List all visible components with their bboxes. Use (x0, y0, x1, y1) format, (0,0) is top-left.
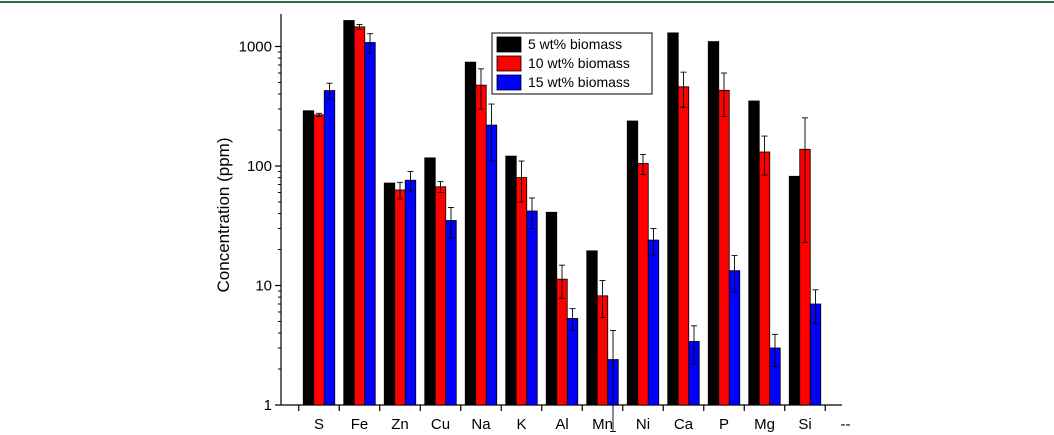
bar (475, 84, 487, 406)
x-tick-label: Al (555, 416, 568, 433)
y-tick-label: 1000 (239, 39, 272, 56)
x-tick-label: Mg (754, 416, 775, 433)
y-tick-label: 100 (247, 158, 272, 175)
bar (647, 239, 660, 406)
bar (353, 26, 366, 406)
legend: 5 wt% biomass 10 wt% biomass 15 wt% biomas… (491, 32, 653, 95)
bar (434, 186, 447, 406)
bar (718, 89, 730, 406)
y-ticks: 1 10 100 1000 (239, 39, 281, 414)
bar (323, 90, 336, 406)
legend-label: 5 wt% biomass (528, 36, 622, 52)
bar (404, 179, 417, 406)
x-tick-label: Fe (351, 416, 369, 433)
bar (758, 151, 771, 406)
bar (677, 86, 690, 406)
bar (383, 182, 396, 406)
bar (586, 250, 598, 406)
x-tick-label: Cu (431, 416, 450, 433)
bar (394, 189, 406, 406)
y-tick-label: 1 (264, 397, 272, 414)
x-tick-label: Mn (592, 416, 613, 433)
bar (424, 157, 436, 406)
legend-label: 10 wt% biomass (528, 55, 630, 71)
bar (464, 61, 477, 406)
bar (364, 42, 376, 406)
legend-label: 15 wt% biomass (528, 74, 630, 90)
y-tick-label: 10 (255, 278, 272, 295)
bar (445, 220, 457, 406)
x-ticks: S Fe Zn Cu Na K Al Mn Ni Ca P Mg Si -- (298, 405, 851, 433)
bar (302, 110, 315, 406)
x-tick-label: Na (471, 416, 491, 433)
x-tick-label: S (314, 416, 324, 433)
bars (302, 20, 822, 406)
legend-swatch (496, 74, 522, 91)
x-tick-label: P (719, 416, 729, 433)
x-tick-label: Si (798, 416, 811, 433)
x-tick-label: Ca (674, 416, 694, 433)
error-bars (316, 23, 819, 432)
bar (313, 114, 325, 406)
bar (343, 20, 355, 406)
bar (485, 124, 498, 406)
bar (545, 211, 558, 406)
bar (505, 155, 517, 406)
x-tick-label: -- (841, 416, 851, 433)
legend-swatch (496, 36, 522, 53)
bar (707, 41, 720, 406)
bar (748, 100, 760, 406)
bar (788, 175, 801, 406)
bar (515, 177, 528, 406)
y-axis-title: Concentration (ppm) (214, 138, 233, 293)
x-tick-label: Zn (391, 416, 409, 433)
bar (566, 318, 579, 406)
bar (626, 120, 639, 406)
bar (526, 210, 538, 406)
bar (667, 32, 679, 406)
bar (637, 163, 649, 406)
legend-swatch (496, 55, 522, 72)
x-tick-label: K (516, 416, 526, 433)
x-tick-label: Ni (636, 416, 650, 433)
bar-chart: 1 10 100 1000 S Fe Zn Cu Na K Al Mn Ni Ca P Mg Si -- Con… (214, 14, 851, 433)
